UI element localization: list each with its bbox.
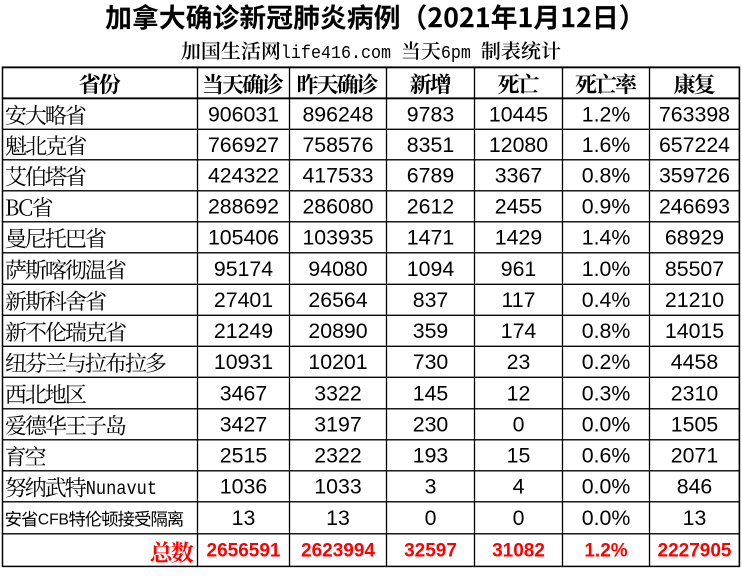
- svg-text:10445: 10445: [489, 102, 548, 126]
- svg-text:1094: 1094: [407, 257, 455, 281]
- svg-text:4: 4: [513, 475, 525, 499]
- svg-text:1471: 1471: [407, 226, 454, 250]
- svg-text:life416.com: life416.com: [281, 43, 391, 64]
- svg-text:103935: 103935: [302, 226, 373, 250]
- svg-text:2227905: 2227905: [658, 541, 732, 562]
- svg-text:2515: 2515: [220, 444, 267, 468]
- svg-text:0.0%: 0.0%: [582, 506, 631, 530]
- svg-text:0.8%: 0.8%: [582, 164, 631, 188]
- svg-text:6789: 6789: [407, 164, 454, 188]
- svg-text:766927: 766927: [208, 133, 279, 157]
- svg-text:13: 13: [232, 506, 256, 530]
- svg-text:20890: 20890: [308, 319, 367, 343]
- svg-text:2322: 2322: [314, 444, 361, 468]
- svg-text:1.6%: 1.6%: [582, 133, 631, 157]
- svg-text:657224: 657224: [659, 133, 730, 157]
- svg-text:0.0%: 0.0%: [582, 475, 631, 499]
- svg-text:10931: 10931: [214, 350, 273, 374]
- svg-text:15: 15: [507, 444, 531, 468]
- svg-text:1.0%: 1.0%: [582, 257, 631, 281]
- svg-text:0: 0: [425, 506, 437, 530]
- svg-text:3: 3: [425, 475, 437, 499]
- svg-text:1.4%: 1.4%: [582, 226, 631, 250]
- svg-text:763398: 763398: [659, 102, 730, 126]
- svg-text:288692: 288692: [208, 195, 279, 219]
- svg-text:1033: 1033: [314, 475, 361, 499]
- svg-text:0.9%: 0.9%: [582, 195, 631, 219]
- svg-text:0.0%: 0.0%: [582, 413, 631, 437]
- svg-text:359: 359: [413, 319, 449, 343]
- svg-text:4458: 4458: [671, 350, 718, 374]
- svg-text:31082: 31082: [492, 541, 545, 562]
- svg-text:174: 174: [501, 319, 537, 343]
- svg-text:0.6%: 0.6%: [582, 444, 631, 468]
- svg-text:246693: 246693: [659, 195, 730, 219]
- svg-text:13: 13: [326, 506, 350, 530]
- svg-text:730: 730: [413, 350, 449, 374]
- svg-text:0.4%: 0.4%: [582, 288, 631, 312]
- svg-text:3427: 3427: [220, 413, 267, 437]
- svg-text:1.2%: 1.2%: [582, 102, 631, 126]
- svg-text:6pm: 6pm: [441, 43, 471, 64]
- svg-text:105406: 105406: [208, 226, 279, 250]
- svg-text:846: 846: [677, 475, 713, 499]
- svg-text:95174: 95174: [214, 257, 273, 281]
- svg-text:9783: 9783: [407, 102, 454, 126]
- svg-text:0.8%: 0.8%: [582, 319, 631, 343]
- svg-text:0.2%: 0.2%: [582, 350, 631, 374]
- svg-text:2656591: 2656591: [207, 541, 281, 562]
- svg-text:359726: 359726: [659, 164, 730, 188]
- svg-text:3467: 3467: [220, 381, 267, 405]
- svg-text:0: 0: [513, 413, 525, 437]
- svg-text:906031: 906031: [208, 102, 279, 126]
- svg-text:2623994: 2623994: [301, 541, 375, 562]
- svg-text:13: 13: [683, 506, 707, 530]
- svg-text:961: 961: [501, 257, 537, 281]
- svg-text:10201: 10201: [308, 350, 367, 374]
- svg-text:1.2%: 1.2%: [584, 541, 627, 562]
- svg-text:85507: 85507: [665, 257, 724, 281]
- svg-text:193: 193: [413, 444, 449, 468]
- svg-text:1505: 1505: [671, 413, 718, 437]
- svg-text:837: 837: [413, 288, 449, 312]
- svg-text:CFB: CFB: [38, 512, 69, 529]
- svg-text:2071: 2071: [671, 444, 718, 468]
- svg-text:1429: 1429: [495, 226, 542, 250]
- svg-text:424322: 424322: [208, 164, 279, 188]
- svg-text:3367: 3367: [495, 164, 542, 188]
- svg-text:27401: 27401: [214, 288, 273, 312]
- svg-text:2310: 2310: [671, 381, 719, 405]
- svg-text:0.3%: 0.3%: [582, 381, 631, 405]
- svg-text:2455: 2455: [495, 195, 542, 219]
- svg-text:230: 230: [413, 413, 449, 437]
- svg-text:286080: 286080: [302, 195, 373, 219]
- svg-text:68929: 68929: [665, 226, 724, 250]
- svg-text:758576: 758576: [302, 133, 373, 157]
- svg-text:117: 117: [502, 288, 536, 312]
- svg-text:12080: 12080: [489, 133, 548, 157]
- svg-text:32597: 32597: [404, 541, 457, 562]
- svg-text:21210: 21210: [665, 288, 724, 312]
- svg-text:Nunavut: Nunavut: [86, 479, 157, 500]
- svg-text:94080: 94080: [308, 257, 367, 281]
- svg-text:3322: 3322: [314, 381, 361, 405]
- svg-text:21249: 21249: [214, 319, 273, 343]
- svg-text:145: 145: [413, 381, 449, 405]
- svg-text:896248: 896248: [302, 102, 373, 126]
- svg-text:0: 0: [513, 506, 525, 530]
- svg-text:23: 23: [507, 350, 531, 374]
- svg-text:1036: 1036: [220, 475, 267, 499]
- svg-text:3197: 3197: [314, 413, 361, 437]
- svg-text:14015: 14015: [665, 319, 724, 343]
- svg-text:8351: 8351: [407, 133, 454, 157]
- svg-text:2612: 2612: [407, 195, 454, 219]
- svg-text:26564: 26564: [308, 288, 367, 312]
- svg-text:417533: 417533: [302, 164, 373, 188]
- svg-text:12: 12: [507, 381, 531, 405]
